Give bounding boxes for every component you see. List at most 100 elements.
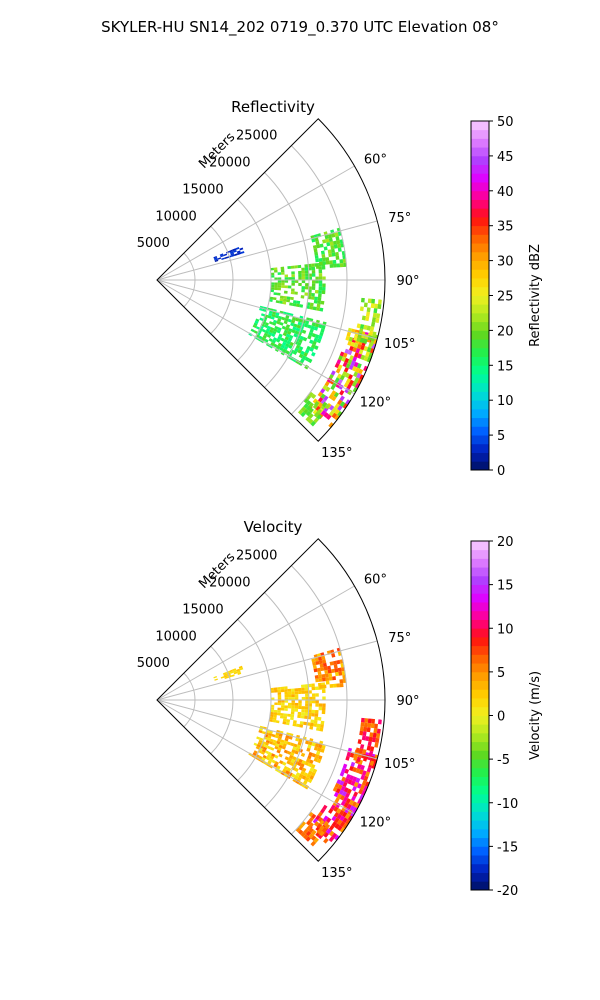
echo-cell xyxy=(229,671,234,674)
echo-cell xyxy=(339,821,346,828)
echo-cell xyxy=(268,312,273,317)
echo-cell xyxy=(252,752,257,756)
echo-cell xyxy=(351,785,357,792)
echo-cell xyxy=(280,686,285,690)
echo-cell xyxy=(277,277,282,280)
echo-cell xyxy=(281,700,285,703)
echo-cell xyxy=(268,719,273,723)
echo-cell xyxy=(308,391,314,397)
echo-cell xyxy=(342,763,348,769)
echo-cell xyxy=(281,285,285,289)
echo-cell xyxy=(259,727,263,732)
echo-cell xyxy=(357,763,362,770)
echo-cell xyxy=(214,259,219,263)
echo-cell xyxy=(360,717,365,723)
echo-cell xyxy=(374,723,378,729)
echo-cell xyxy=(311,351,316,357)
echo-cell xyxy=(358,788,364,795)
echo-cell xyxy=(290,714,295,718)
echo-cell xyxy=(312,409,319,415)
echo-cell xyxy=(279,760,284,765)
echo-cell xyxy=(304,687,309,691)
echo-cell xyxy=(277,700,282,703)
echo-cell xyxy=(361,790,367,796)
echo-cell xyxy=(313,757,319,762)
echo-cell xyxy=(320,393,326,400)
echo-cell xyxy=(301,289,305,293)
echo-cell xyxy=(321,265,326,270)
echo-cell xyxy=(369,340,375,346)
echo-cell xyxy=(337,410,343,417)
echo-cell xyxy=(310,344,316,349)
echo-cell xyxy=(304,684,309,688)
echo-cell xyxy=(286,760,291,765)
echo-cell xyxy=(339,679,344,684)
echo-cell xyxy=(337,784,343,790)
echo-cell xyxy=(321,290,326,295)
echo-cell xyxy=(292,303,297,307)
echo-cell xyxy=(303,352,308,357)
theta-tick-label: 60° xyxy=(364,153,387,168)
echo-cell xyxy=(347,779,353,785)
echo-cell xyxy=(283,345,289,351)
echo-cell xyxy=(298,766,304,771)
echo-cell xyxy=(220,254,224,258)
echo-cell xyxy=(305,703,309,707)
echo-cell xyxy=(306,345,311,351)
echo-cell xyxy=(240,251,245,254)
colorbar-segment xyxy=(471,347,489,357)
echo-cell xyxy=(309,305,314,310)
echo-cell xyxy=(359,337,365,343)
echo-cell xyxy=(351,801,358,807)
colorbar-tick-label: 20 xyxy=(497,535,514,550)
echo-cell xyxy=(369,326,375,332)
echo-cell xyxy=(321,254,326,258)
echo-cell xyxy=(277,342,283,347)
echo-cell xyxy=(304,712,309,716)
echo-cell xyxy=(311,393,317,400)
echo-cell xyxy=(336,399,343,406)
echo-cell xyxy=(255,318,260,322)
echo-cell xyxy=(308,402,314,408)
echo-cell xyxy=(322,703,326,708)
echo-cell xyxy=(287,691,292,695)
echo-cell xyxy=(305,320,310,325)
echo-cell xyxy=(271,333,276,338)
echo-cell xyxy=(315,703,319,707)
colorbar-label: Reflectivity dBZ xyxy=(528,244,543,347)
echo-cell xyxy=(331,248,335,253)
echo-cell xyxy=(310,835,317,841)
echo-cell xyxy=(298,282,302,287)
echo-cell xyxy=(258,739,263,744)
echo-cell xyxy=(271,339,276,344)
colorbar-segment xyxy=(471,619,489,629)
echo-cell xyxy=(284,285,288,289)
colorbar-segment xyxy=(471,356,489,366)
echo-cell xyxy=(294,291,298,295)
echo-cell xyxy=(285,770,290,775)
echo-cell xyxy=(376,313,381,319)
echo-cell xyxy=(302,337,308,342)
echo-cell xyxy=(331,412,338,419)
echo-cell xyxy=(214,258,218,261)
echo-cell xyxy=(307,762,313,768)
echo-cell xyxy=(311,283,316,287)
echo-cell xyxy=(270,267,275,271)
echo-cell xyxy=(367,741,372,747)
echo-cell xyxy=(304,264,309,268)
echo-cell xyxy=(371,737,377,743)
panel-title: Reflectivity xyxy=(231,98,315,116)
echo-cell xyxy=(339,389,345,396)
theta-tick-label: 75° xyxy=(388,211,411,226)
echo-cell xyxy=(350,360,356,366)
echo-cell xyxy=(345,335,350,341)
echo-cell xyxy=(264,330,270,335)
echo-cell xyxy=(330,245,335,250)
echo-cell xyxy=(314,334,320,339)
echo-cell xyxy=(268,310,273,314)
echo-cell xyxy=(281,271,285,275)
colorbar-segment xyxy=(471,330,489,340)
echo-cell xyxy=(342,823,349,830)
echo-cell xyxy=(282,743,287,747)
r-tick-label: 5000 xyxy=(137,656,170,671)
